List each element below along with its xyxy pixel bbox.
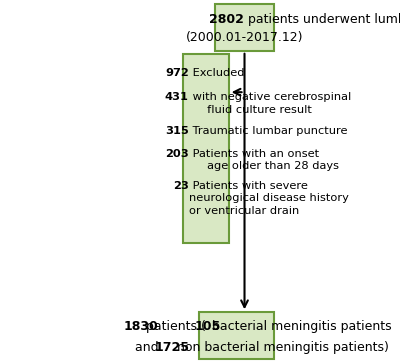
- Text: 105: 105: [194, 320, 220, 333]
- Text: 1725: 1725: [154, 341, 189, 354]
- Text: 972: 972: [165, 68, 189, 78]
- Text: 315: 315: [165, 126, 189, 136]
- Text: patients (: patients (: [142, 320, 206, 333]
- Text: Patients with severe
neurological disease history
or ventricular drain: Patients with severe neurological diseas…: [189, 181, 348, 216]
- Text: non bacterial meningitis patients): non bacterial meningitis patients): [173, 341, 389, 354]
- Text: Patients with an onset
     age older than 28 days: Patients with an onset age older than 28…: [189, 149, 339, 171]
- FancyBboxPatch shape: [199, 312, 274, 359]
- FancyBboxPatch shape: [215, 4, 274, 51]
- Text: 431: 431: [165, 92, 189, 102]
- Text: 2802: 2802: [209, 13, 244, 26]
- Text: (2000.01-2017.12): (2000.01-2017.12): [186, 31, 303, 44]
- Text: Excluded: Excluded: [189, 68, 244, 78]
- Text: 23: 23: [173, 181, 189, 191]
- Text: Traumatic lumbar puncture: Traumatic lumbar puncture: [189, 126, 347, 136]
- Text: and: and: [135, 341, 163, 354]
- Text: patients underwent lumbar puncture: patients underwent lumbar puncture: [244, 13, 400, 26]
- Text: with negative cerebrospinal
     fluid culture result: with negative cerebrospinal fluid cultur…: [189, 92, 351, 115]
- Text: 1830: 1830: [124, 320, 158, 333]
- Text: bacterial meningitis patients: bacterial meningitis patients: [208, 320, 392, 333]
- FancyBboxPatch shape: [183, 54, 229, 243]
- Text: 203: 203: [165, 149, 189, 159]
